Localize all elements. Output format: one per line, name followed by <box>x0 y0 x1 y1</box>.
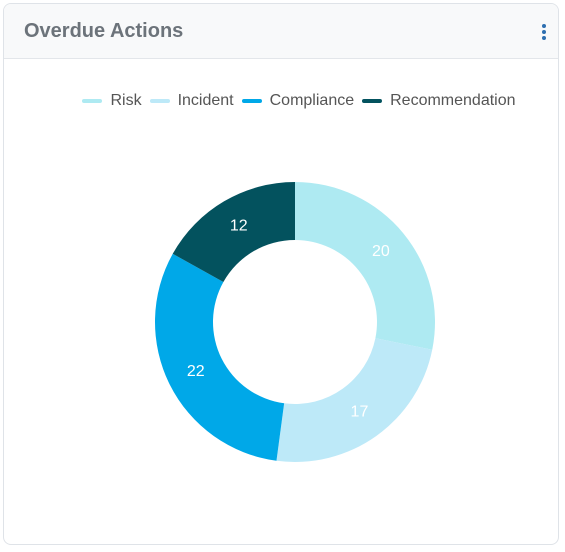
legend-item[interactable]: Incident <box>149 92 234 110</box>
donut-segment <box>276 338 433 462</box>
donut-segment <box>155 253 285 461</box>
legend-swatch <box>149 99 170 103</box>
data-label: 17 <box>351 404 369 421</box>
legend-item[interactable]: Risk <box>82 92 142 110</box>
card-header: Overdue Actions <box>4 4 558 59</box>
data-label: 22 <box>187 363 205 380</box>
legend-swatch <box>362 99 383 103</box>
legend-label: Compliance <box>269 92 355 109</box>
data-label: 12 <box>230 218 248 235</box>
donut-segment <box>172 182 295 283</box>
legend-swatch <box>82 99 103 103</box>
legend-label: Recommendation <box>390 92 516 109</box>
legend-item[interactable]: Recommendation <box>362 92 516 110</box>
legend-label: Risk <box>110 92 142 109</box>
data-label: 20 <box>372 243 390 260</box>
legend-label: Incident <box>177 92 234 109</box>
card-title: Overdue Actions <box>24 20 184 42</box>
donut-segment <box>295 182 436 350</box>
legend-item[interactable]: Compliance <box>241 92 355 110</box>
legend: Risk Incident Compliance Recommendation <box>4 92 558 110</box>
legend-swatch <box>241 99 262 103</box>
menu-button[interactable] <box>542 24 546 42</box>
